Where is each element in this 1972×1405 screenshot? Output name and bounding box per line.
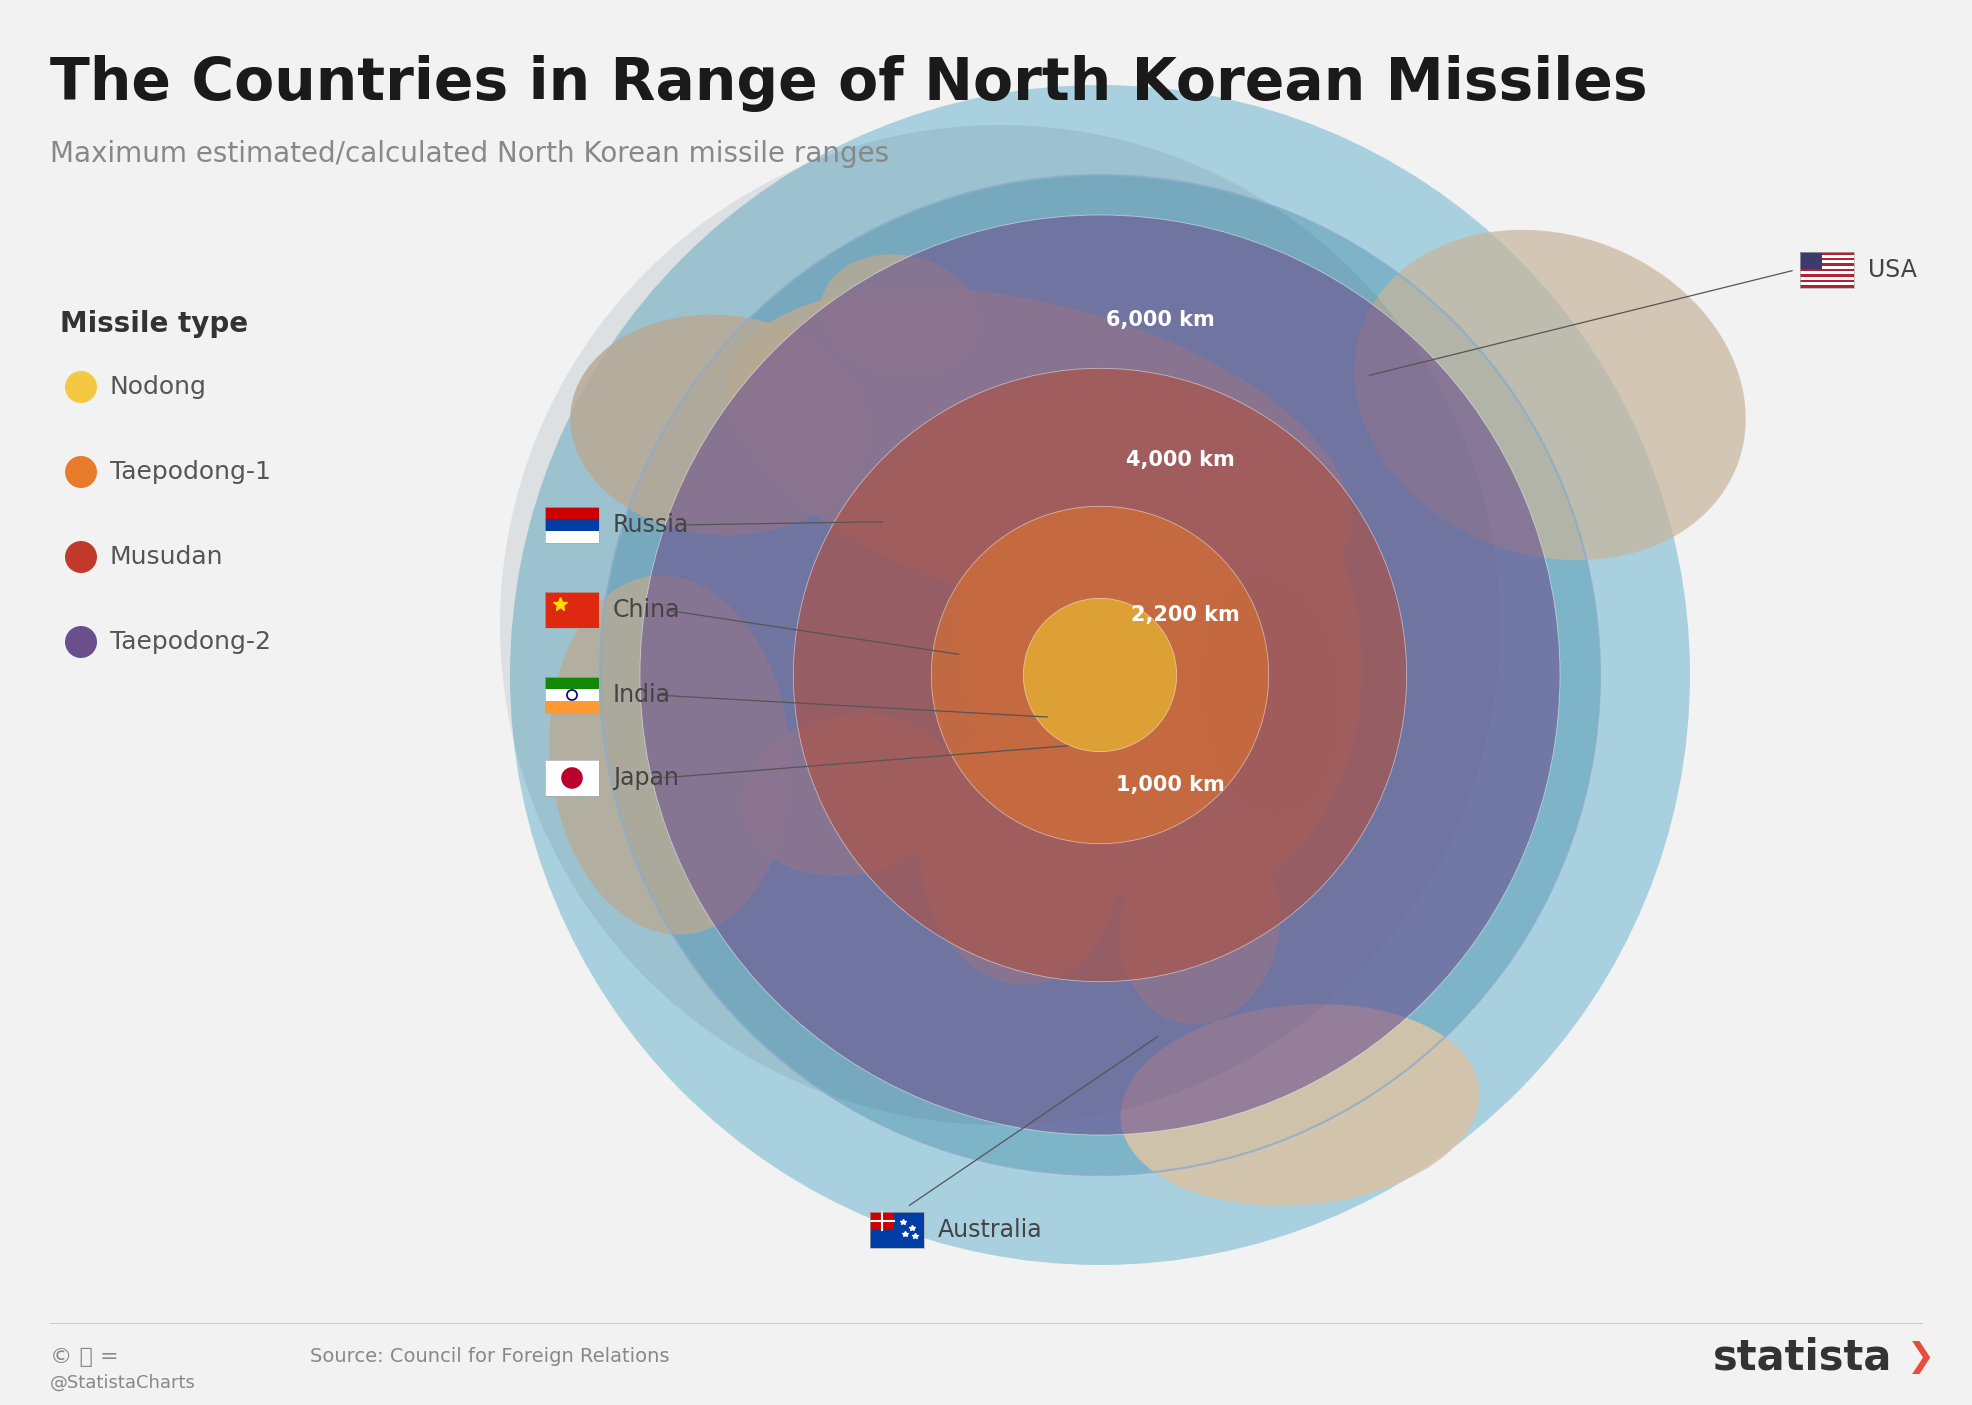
Bar <box>870 1213 925 1248</box>
Ellipse shape <box>919 725 1120 985</box>
Bar <box>1800 251 1854 288</box>
Circle shape <box>562 767 584 788</box>
Text: Musudan: Musudan <box>110 545 223 569</box>
Bar <box>544 677 599 712</box>
Bar <box>544 507 599 518</box>
Bar <box>544 592 599 628</box>
Text: The Countries in Range of North Korean Missiles: The Countries in Range of North Korean M… <box>49 55 1649 112</box>
Bar <box>1800 254 1854 257</box>
Text: statista: statista <box>1712 1336 1891 1378</box>
Bar <box>1800 277 1854 280</box>
Circle shape <box>501 125 1501 1125</box>
Bar <box>544 677 599 688</box>
Bar <box>1800 280 1854 282</box>
Text: ❯: ❯ <box>1907 1340 1935 1374</box>
Bar <box>1800 274 1854 277</box>
Circle shape <box>65 627 97 658</box>
Bar <box>544 518 599 531</box>
Ellipse shape <box>570 315 870 535</box>
Text: India: India <box>613 683 670 707</box>
Text: Nodong: Nodong <box>110 375 207 399</box>
Ellipse shape <box>1199 575 1341 815</box>
Bar <box>1800 263 1854 266</box>
Bar <box>544 507 599 542</box>
Text: China: China <box>613 599 680 622</box>
Bar <box>1800 271 1854 274</box>
Bar <box>544 760 599 797</box>
Text: Missile type: Missile type <box>59 311 248 339</box>
Text: Australia: Australia <box>939 1218 1043 1242</box>
Circle shape <box>65 541 97 573</box>
Circle shape <box>641 215 1560 1135</box>
Text: 4,000 km: 4,000 km <box>1126 450 1234 471</box>
Text: 6,000 km: 6,000 km <box>1106 311 1215 330</box>
Bar <box>870 1213 893 1229</box>
Bar <box>1800 260 1854 263</box>
Ellipse shape <box>1120 826 1280 1024</box>
Circle shape <box>599 176 1599 1175</box>
Bar <box>1800 251 1854 254</box>
Circle shape <box>793 368 1406 982</box>
Text: Maximum estimated/calculated North Korean missile ranges: Maximum estimated/calculated North Korea… <box>49 140 889 169</box>
Text: Taepodong-2: Taepodong-2 <box>110 629 270 653</box>
Bar <box>870 1213 925 1248</box>
Bar <box>1800 268 1854 271</box>
Bar <box>544 592 599 628</box>
Bar <box>1800 282 1854 285</box>
Text: Russia: Russia <box>613 513 690 537</box>
Text: 1,000 km: 1,000 km <box>1116 776 1225 795</box>
Bar <box>544 760 599 797</box>
Circle shape <box>511 84 1690 1264</box>
Text: @StatistaCharts: @StatistaCharts <box>49 1374 195 1392</box>
Text: 2,200 km: 2,200 km <box>1130 606 1238 625</box>
Bar <box>1800 257 1854 260</box>
Bar <box>544 701 599 712</box>
Circle shape <box>65 457 97 488</box>
Circle shape <box>65 371 97 403</box>
Ellipse shape <box>958 386 1363 903</box>
Text: USA: USA <box>1867 259 1917 282</box>
Text: Taepodong-1: Taepodong-1 <box>110 459 270 483</box>
Bar <box>1800 285 1854 288</box>
Text: © ⓘ =: © ⓘ = <box>49 1347 118 1367</box>
Ellipse shape <box>728 288 1351 622</box>
Circle shape <box>931 506 1268 843</box>
Circle shape <box>1023 599 1177 752</box>
Ellipse shape <box>820 254 980 375</box>
Bar <box>544 688 599 701</box>
Bar <box>1800 251 1822 268</box>
Ellipse shape <box>1355 230 1745 561</box>
Text: Japan: Japan <box>613 766 678 790</box>
Ellipse shape <box>550 576 791 934</box>
Ellipse shape <box>1120 1005 1479 1205</box>
Ellipse shape <box>741 714 958 877</box>
Text: Source: Council for Foreign Relations: Source: Council for Foreign Relations <box>310 1347 670 1367</box>
Circle shape <box>1023 599 1177 752</box>
Bar <box>1800 266 1854 268</box>
Bar <box>544 531 599 542</box>
